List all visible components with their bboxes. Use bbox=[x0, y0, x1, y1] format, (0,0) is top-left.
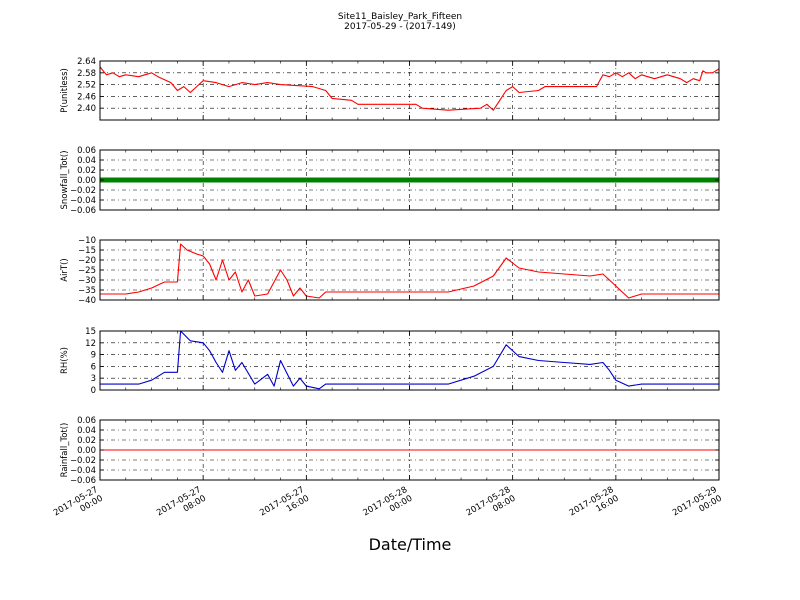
y-axis-label: Snowfall_Tot() bbox=[60, 150, 70, 209]
y-tick-label: 0.02 bbox=[77, 166, 96, 176]
y-tick-label: 2.52 bbox=[77, 81, 96, 91]
y-tick-label: −35 bbox=[78, 286, 96, 296]
x-tick-label: 2017-05-2808:00 bbox=[465, 485, 518, 527]
y-tick-label: −0.02 bbox=[70, 186, 96, 196]
x-tick-label: 2017-05-2800:00 bbox=[361, 485, 414, 527]
y-tick-label: 0.00 bbox=[77, 176, 96, 186]
series-line bbox=[100, 243, 719, 299]
y-tick-label: 9 bbox=[91, 351, 96, 361]
y-tick-label: −25 bbox=[78, 266, 96, 276]
y-axis-label: AirT() bbox=[60, 258, 70, 282]
y-axis-label: RH(%) bbox=[60, 347, 70, 374]
series-line bbox=[100, 330, 719, 390]
chart-panels: 2.642.582.522.462.40P(unitless)0.060.040… bbox=[60, 57, 720, 486]
y-tick-label: −0.06 bbox=[70, 476, 96, 486]
panel-2: 0.060.040.020.00−0.02−0.04−0.06Snowfall_… bbox=[60, 146, 720, 216]
y-tick-label: −0.02 bbox=[70, 456, 96, 466]
y-tick-label: −0.04 bbox=[70, 466, 96, 476]
y-axis-label: Rainfall_Tot() bbox=[60, 423, 70, 478]
y-tick-label: −0.04 bbox=[70, 196, 96, 206]
x-axis-label: Date/Time bbox=[369, 535, 452, 554]
y-tick-label: −40 bbox=[78, 296, 96, 306]
y-axis-label: P(unitless) bbox=[60, 68, 70, 113]
y-tick-label: 0.04 bbox=[77, 426, 96, 436]
x-tick-label: 2017-05-2816:00 bbox=[568, 485, 621, 527]
x-tick-label: 2017-05-2708:00 bbox=[155, 485, 208, 527]
y-tick-label: 12 bbox=[85, 339, 96, 349]
y-tick-label: −0.06 bbox=[70, 206, 96, 216]
chart-title-line2: 2017-05-29 - (2017-149) bbox=[344, 22, 456, 32]
y-tick-label: 3 bbox=[91, 374, 96, 384]
y-tick-label: −15 bbox=[78, 246, 96, 256]
y-tick-label: 0.00 bbox=[77, 446, 96, 456]
y-tick-label: 0.02 bbox=[77, 436, 96, 446]
y-tick-label: 0 bbox=[91, 386, 96, 396]
y-tick-label: 2.64 bbox=[77, 57, 96, 67]
y-tick-label: −10 bbox=[78, 236, 96, 246]
y-tick-label: −30 bbox=[78, 276, 96, 286]
x-tick-label: 2017-05-2700:00 bbox=[52, 485, 105, 527]
panel-1: 2.64 2.58 2.522.46 2.40 P(unitless) bbox=[60, 57, 720, 121]
y-tick-label: 15 bbox=[85, 327, 96, 337]
y-tick-label: 2.40 bbox=[77, 104, 96, 114]
y-tick-label: 2.46 bbox=[77, 92, 96, 102]
y-tick-label: 2.58 bbox=[77, 69, 96, 79]
y-tick-label: 0.06 bbox=[77, 146, 96, 156]
chart-title-line1: Site11_Baisley_Park_Fifteen bbox=[338, 12, 462, 22]
y-tick-label: 0.04 bbox=[77, 156, 96, 166]
x-tick-label: 2017-05-2716:00 bbox=[258, 485, 311, 527]
x-axis: 2017-05-2700:00 2017-05-2708:00 2017-05-27… bbox=[52, 485, 724, 527]
x-tick-label: 2017-05-2900:00 bbox=[671, 485, 724, 527]
panel-3: −10−15−20−25−30−35−40 AirT() bbox=[60, 236, 720, 306]
series-line bbox=[99, 66, 720, 111]
y-tick-label: 0.06 bbox=[77, 416, 96, 426]
y-tick-label: −20 bbox=[78, 256, 96, 266]
panel-4: 15 12 96 3 0 RH(%) bbox=[60, 327, 720, 396]
y-tick-label: 6 bbox=[91, 362, 96, 372]
panel-5: 0.060.040.020.00−0.02−0.04−0.06Rainfall_… bbox=[60, 416, 720, 486]
